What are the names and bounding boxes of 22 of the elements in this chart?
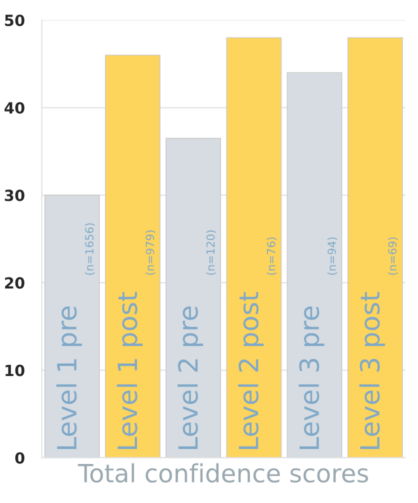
bar: [226, 37, 282, 458]
x-tick-label: Level 1 post: [116, 292, 142, 450]
y-tick-label: 50: [5, 14, 24, 26]
annotation: (n=69): [388, 237, 398, 275]
x-tick-label: Level 3 pre: [298, 306, 324, 450]
y-tick-label: 0: [15, 452, 24, 464]
x-tick-label: Level 1 pre: [56, 306, 82, 450]
y-tick-label: 30: [4, 190, 24, 202]
bar: [347, 37, 403, 458]
annotation: (n=979): [146, 230, 156, 275]
bar: [105, 54, 160, 458]
annotation: (n=76): [266, 237, 277, 275]
y-tick-label: 40: [4, 102, 24, 114]
annotation: (n=1656): [84, 223, 95, 275]
x-tick-label: Level 2 post: [238, 292, 264, 450]
annotation: (n=94): [327, 237, 338, 275]
x-tick-label: Level 2 pre: [178, 306, 204, 450]
y-tick-label: 20: [5, 277, 24, 289]
x-axis-title: Total confidence scores: [78, 463, 368, 483]
x-tick-label: Level 3 post: [359, 292, 385, 450]
y-tick-label: 10: [6, 364, 24, 376]
annotation: (n=120): [206, 230, 216, 275]
